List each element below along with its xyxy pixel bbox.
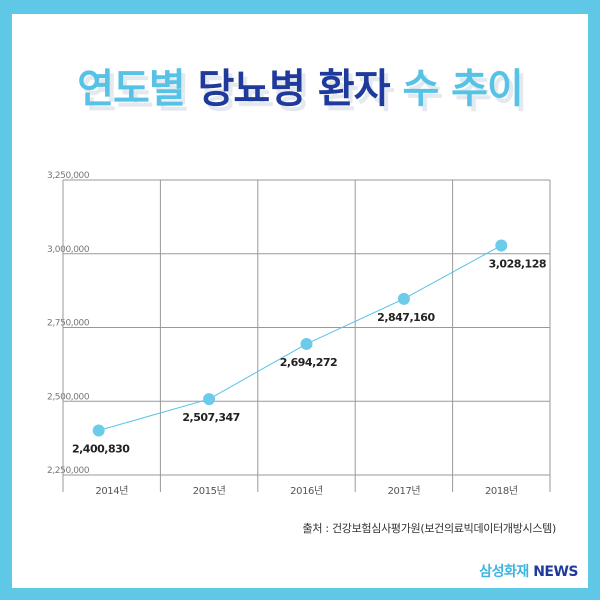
title-part-1: 연도별	[77, 66, 185, 112]
data-point	[92, 424, 105, 437]
card-background	[12, 14, 588, 588]
data-point	[203, 393, 216, 406]
data-label: 2,847,160	[377, 311, 435, 324]
y-tick-label: 2,750,000	[47, 319, 90, 329]
brand-news: NEWS	[533, 564, 578, 580]
data-label: 2,507,347	[182, 411, 239, 424]
x-tick-label: 2017년	[388, 485, 421, 497]
title-part-3: 수 추이	[402, 66, 523, 112]
data-label: 2,694,272	[280, 356, 337, 369]
y-tick-label: 3,000,000	[47, 245, 90, 255]
x-tick-label: 2015년	[193, 485, 226, 497]
data-point	[300, 337, 313, 350]
data-point	[397, 292, 410, 305]
x-tick-label: 2018년	[485, 485, 518, 497]
x-tick-label: 2016년	[290, 485, 323, 497]
data-label: 2,400,830	[72, 443, 130, 456]
y-tick-label: 2,250,000	[47, 466, 90, 476]
y-tick-label: 3,250,000	[47, 171, 90, 181]
title-part-2: 당뇨병 환자	[197, 66, 391, 112]
y-tick-label: 2,500,000	[47, 392, 90, 402]
series-line	[98, 245, 502, 431]
brand-name: 삼성화재	[479, 564, 529, 580]
x-tick-label: 2014년	[95, 485, 128, 497]
data-point	[495, 239, 508, 252]
source-note: 출처 : 건강보험심사평가원(보건의료빅데이터개방시스템)	[302, 522, 557, 535]
data-label: 3,028,128	[489, 257, 546, 270]
brand-logo: 삼성화재 NEWS	[479, 561, 578, 581]
page-title: 연도별 당뇨병 환자 수 추이	[0, 56, 600, 114]
